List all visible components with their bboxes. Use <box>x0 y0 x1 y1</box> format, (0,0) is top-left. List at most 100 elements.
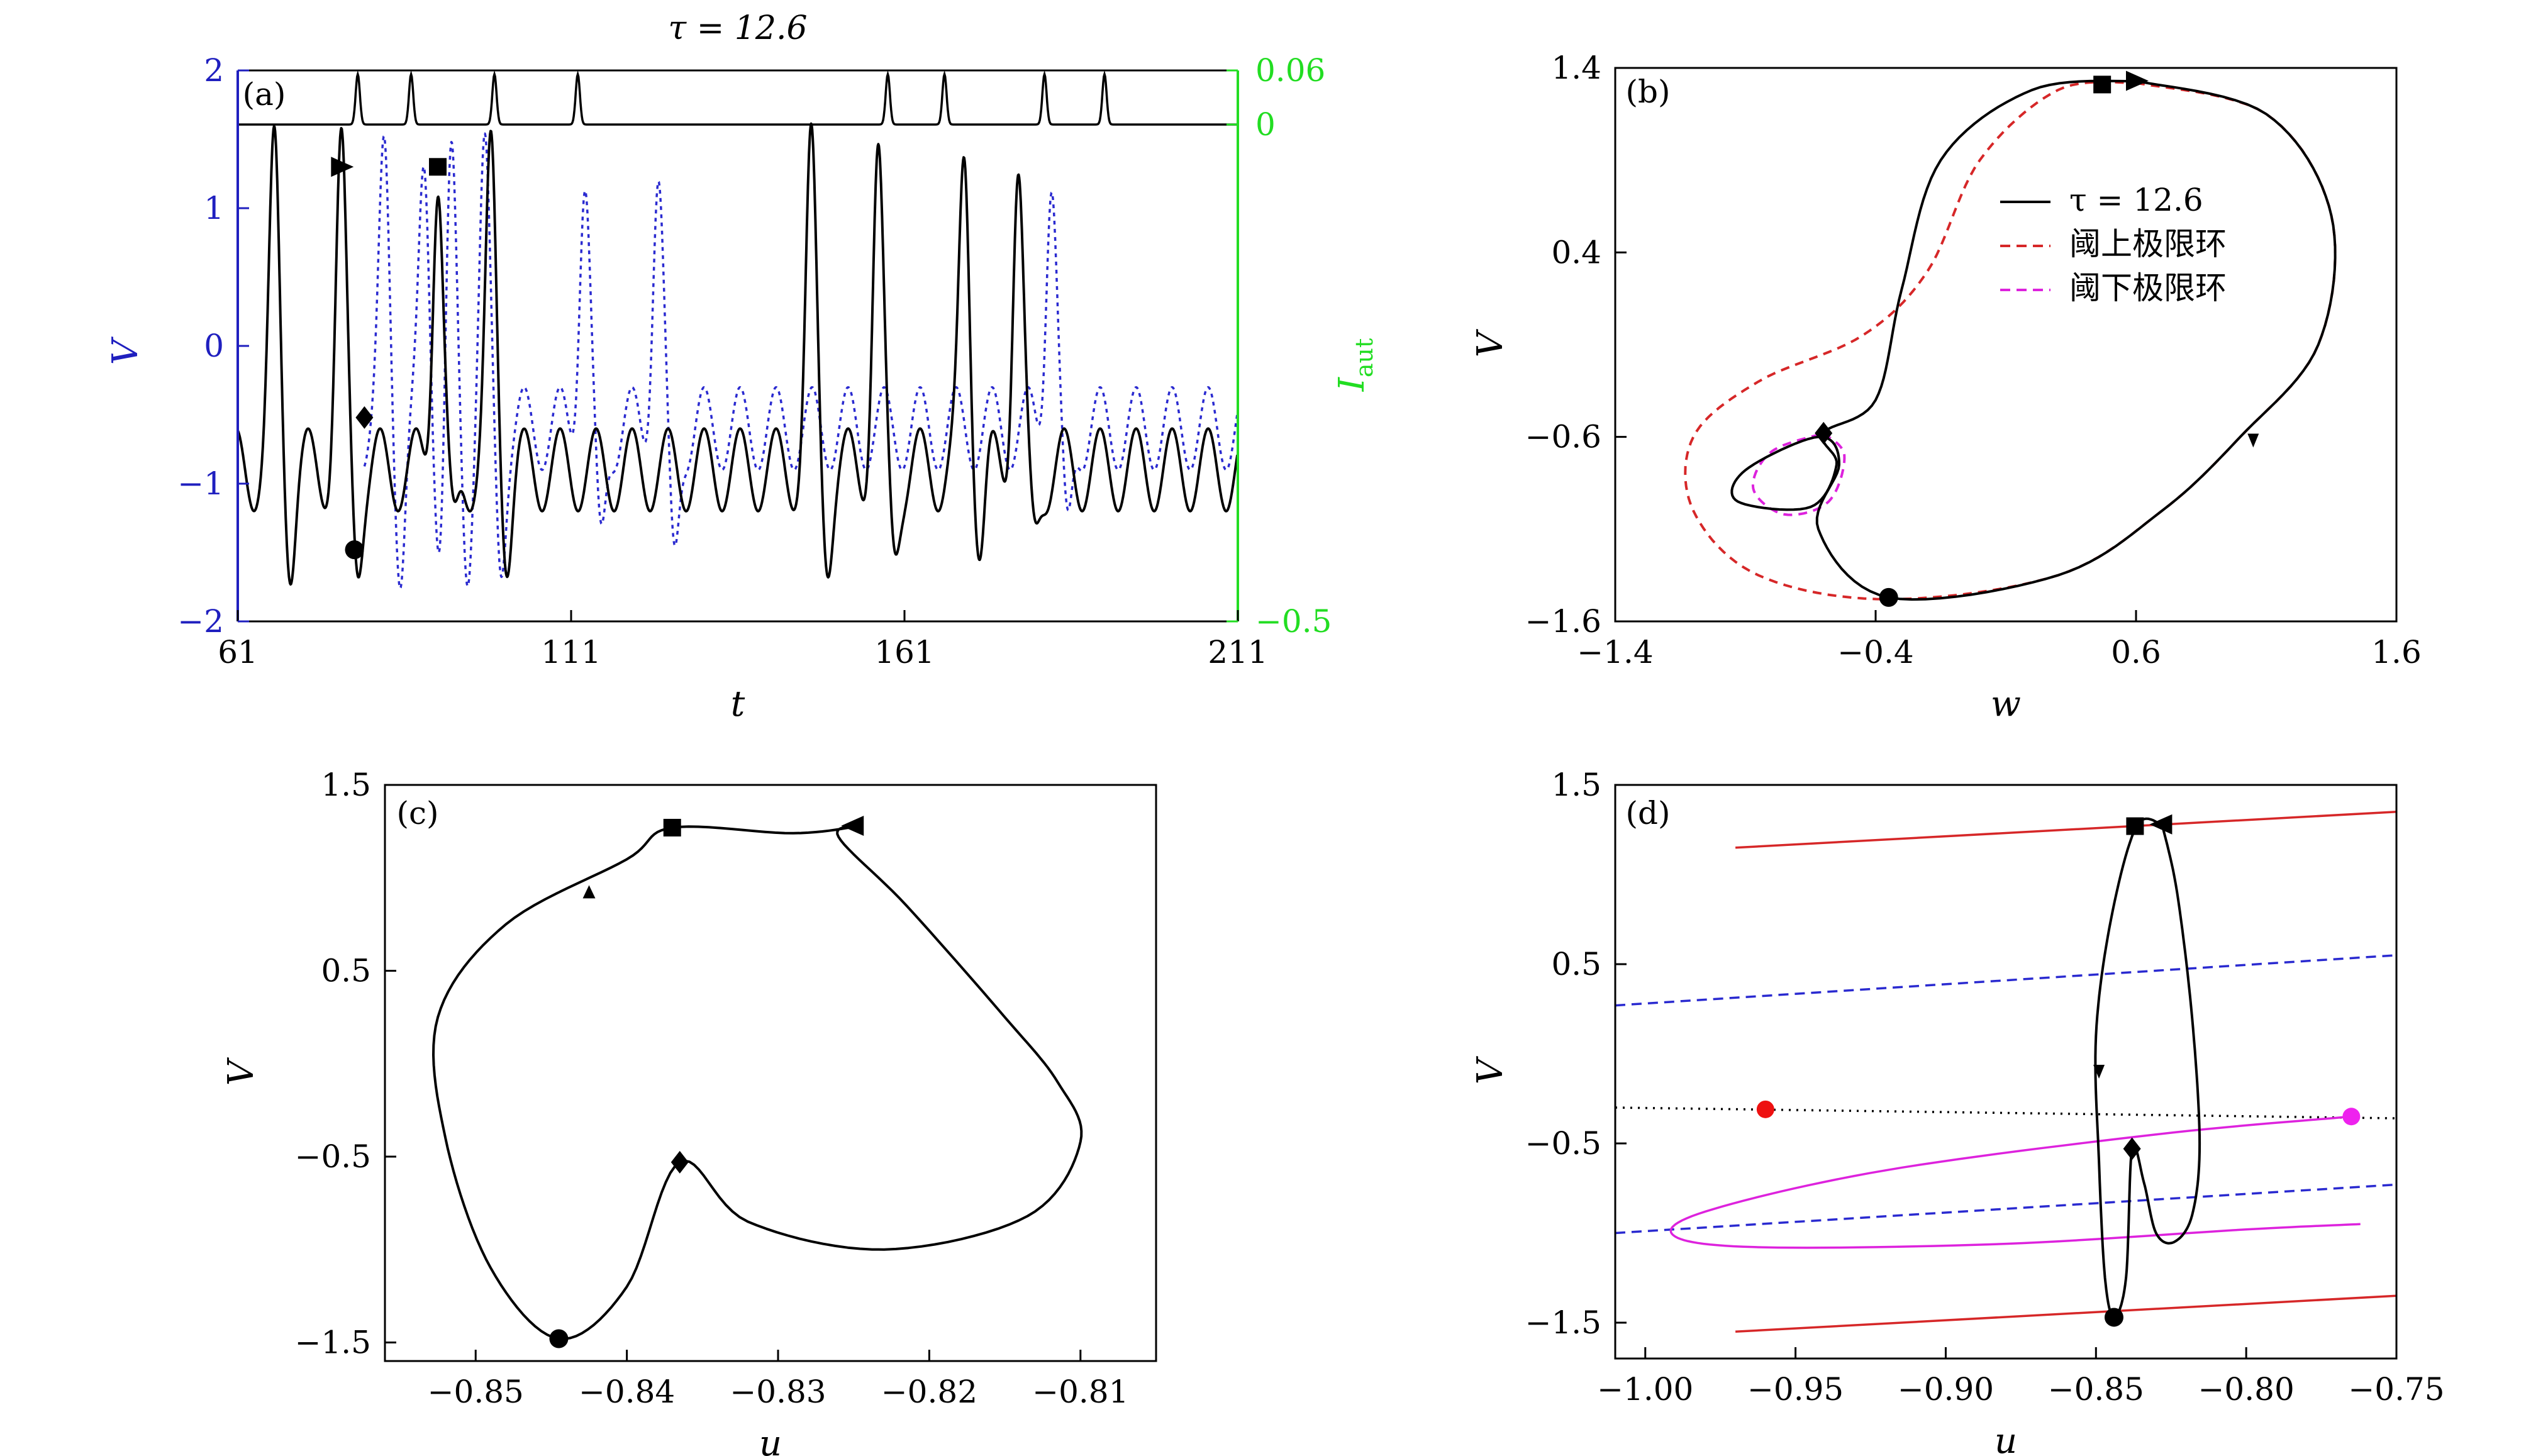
trajectory-tau-12.6 <box>1730 79 2337 601</box>
series-tau-12.6 <box>238 122 1238 586</box>
x-tick-label: −0.4 <box>1837 634 1913 670</box>
marker-diamond <box>670 1150 689 1174</box>
panel-label: (b) <box>1625 74 1670 110</box>
x-tick-label: −0.85 <box>2048 1371 2144 1408</box>
plot-frame <box>1614 784 2398 1360</box>
legend-label: τ = 12.6 <box>2069 182 2203 218</box>
y-axis-label: V <box>1470 328 1511 357</box>
y2-tick-label: 0.06 <box>1255 52 1325 89</box>
x-tick-label: −0.95 <box>1747 1371 1844 1408</box>
x-tick-label: 61 <box>218 634 258 670</box>
marker-triangle-right <box>331 157 354 177</box>
marker-square <box>663 818 681 836</box>
plot-area <box>1615 811 2396 1333</box>
marker-square <box>429 158 447 176</box>
panel-a: 61 111 161 211 −2 −1 0 1 2 0.06 0 −0.5 t V Iaut τ = 12.… <box>105 9 1378 725</box>
x-tick-label: −0.84 <box>579 1374 675 1410</box>
marker-square <box>2126 817 2144 835</box>
y-tick-label: −2 <box>177 603 224 640</box>
panel-label: (a) <box>243 76 286 113</box>
plot-frame <box>1614 67 2398 623</box>
x-tick-label: −0.83 <box>730 1374 826 1410</box>
x-tick-label: −0.85 <box>428 1374 524 1410</box>
y-tick-label: 0.5 <box>1551 946 1601 982</box>
trajectory <box>2094 817 2201 1319</box>
marker-circle <box>1879 587 1898 607</box>
y2-axis-label: Iaut <box>1332 338 1378 392</box>
y-axis-label: V <box>1470 1055 1511 1084</box>
y2-tick-label: 0 <box>1255 106 1276 143</box>
x-tick-label: −0.80 <box>2198 1371 2295 1408</box>
plot-frame <box>384 784 1157 1362</box>
panel-label: (c) <box>396 795 438 831</box>
marker-triangle-left <box>841 816 864 836</box>
marker-diamond <box>1815 421 1833 445</box>
x-tick-label: 161 <box>874 634 934 670</box>
y-axis-label: V <box>221 1057 262 1086</box>
suprathreshold-limit-cycle <box>1684 81 2337 601</box>
x-tick-label: −1.00 <box>1597 1371 1693 1408</box>
y-tick-label: −0.5 <box>1525 1125 1601 1162</box>
legend-label: 阈下极限环 <box>2069 270 2227 306</box>
y2-tick-label: −0.5 <box>1255 603 1332 640</box>
y-tick-label: −1.5 <box>1525 1304 1601 1341</box>
marker-triangle-left <box>2149 814 2173 835</box>
marker-square <box>2093 75 2111 94</box>
series-I-aut <box>238 70 1238 126</box>
y-tick-label: 0.5 <box>321 952 371 989</box>
x-tick-label: −0.82 <box>881 1374 977 1410</box>
nullcline-solid <box>1735 1294 2396 1333</box>
marker-circle <box>2104 1308 2123 1327</box>
subthreshold-limit-cycle <box>1751 431 1846 516</box>
nullcline-dashed <box>1615 954 2396 1007</box>
x-tick-label: 111 <box>541 634 601 670</box>
marker-diamond <box>2123 1137 2141 1160</box>
nullcline-dotted <box>1615 1106 2396 1120</box>
x-tick-label: −0.75 <box>2348 1371 2444 1408</box>
equilibrium-point <box>2342 1108 2361 1126</box>
panel-label: (d) <box>1625 795 1670 831</box>
x-axis-label: w <box>1991 684 2021 725</box>
y-tick-label: −1.5 <box>295 1324 371 1360</box>
x-tick-label: −0.81 <box>1032 1374 1128 1410</box>
y-axis-label: V <box>105 336 146 365</box>
y-tick-label: 1.5 <box>321 767 371 803</box>
nullcline-dashed <box>1615 1183 2396 1235</box>
y-tick-label: 2 <box>204 52 224 89</box>
y-tick-label: −1.6 <box>1525 603 1601 640</box>
y-tick-label: −0.6 <box>1525 419 1601 455</box>
nullcline-solid <box>1735 811 2396 849</box>
panel-d: −1.00 −0.95 −0.90 −0.85 −0.80 −0.75 −1.5 −0.5 0.… <box>1470 767 2445 1456</box>
y-tick-label: −1 <box>177 465 224 502</box>
subthreshold-curve <box>1669 1115 2361 1249</box>
direction-arrow <box>2247 433 2259 448</box>
y-tick-label: −0.5 <box>295 1138 371 1175</box>
panel-title: τ = 12.6 <box>668 9 807 47</box>
marker-circle <box>345 540 364 560</box>
equilibrium-point <box>1756 1100 1774 1118</box>
x-tick-label: 211 <box>1208 634 1267 670</box>
y-tick-label: 1.5 <box>1551 767 1601 803</box>
y-tick-label: 1.4 <box>1551 50 1601 86</box>
direction-arrow <box>582 885 596 899</box>
x-axis-label: u <box>1995 1421 2017 1456</box>
legend-label: 阈上极限环 <box>2069 226 2227 262</box>
y-tick-label: 1 <box>204 190 224 226</box>
trajectory <box>432 825 1083 1340</box>
y-tick-label: 0 <box>204 328 224 364</box>
x-axis-label: u <box>759 1423 782 1456</box>
x-tick-label: −1.4 <box>1577 634 1653 670</box>
plot-area <box>238 70 1238 590</box>
marker-triangle-right <box>2126 70 2149 91</box>
x-axis-label: t <box>731 684 745 725</box>
x-tick-label: 1.6 <box>2371 634 2422 670</box>
marker-circle <box>549 1329 569 1348</box>
marker-diamond <box>355 406 374 429</box>
panel-c: −0.85 −0.84 −0.83 −0.82 −0.81 −1.5 −0.5 0.5 1.5 u… <box>221 767 1157 1456</box>
y-tick-label: 0.4 <box>1551 234 1601 270</box>
direction-arrow <box>2093 1065 2105 1079</box>
x-tick-label: 0.6 <box>2111 634 2161 670</box>
x-tick-label: −0.90 <box>1898 1371 1994 1408</box>
